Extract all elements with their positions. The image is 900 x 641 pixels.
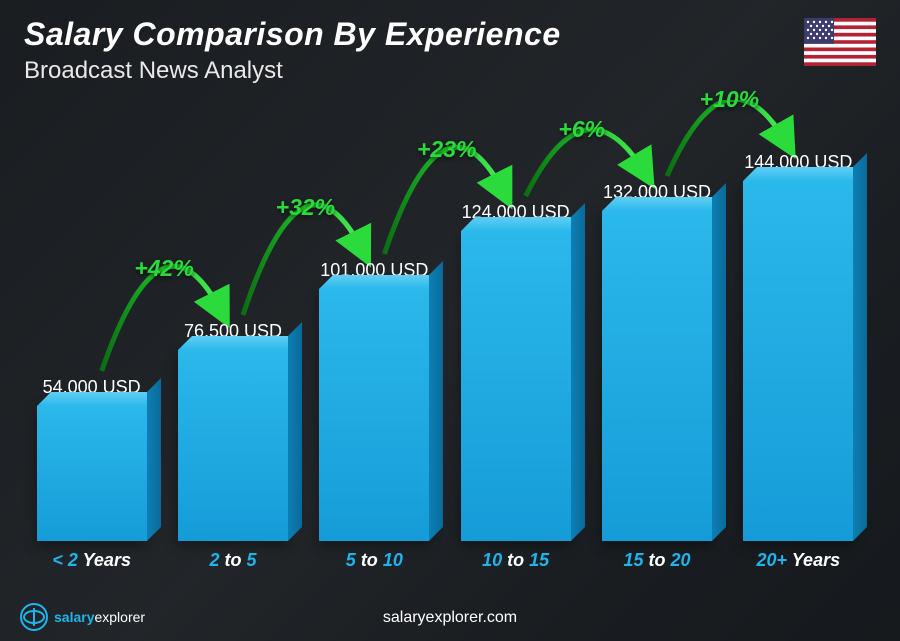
delta-label: +10% xyxy=(700,86,759,113)
xaxis-label: 15 to 20 xyxy=(595,550,718,571)
footer-url: salaryexplorer.com xyxy=(0,609,900,627)
delta-label: +23% xyxy=(417,136,476,163)
bar-group: 144,000 USD xyxy=(737,152,860,541)
bar-group: 101,000 USD xyxy=(313,260,436,541)
xaxis-label: 20+ Years xyxy=(737,550,860,571)
bar-group: 132,000 USD xyxy=(595,182,718,541)
bar xyxy=(461,231,571,541)
bar xyxy=(37,406,147,541)
xaxis-label: 10 to 15 xyxy=(454,550,577,571)
xaxis-label: < 2 Years xyxy=(30,550,153,571)
bar-group: 76,500 USD xyxy=(171,321,294,541)
xaxis-label: 2 to 5 xyxy=(171,550,294,571)
chart-title: Salary Comparison By Experience xyxy=(24,16,561,53)
bar xyxy=(178,350,288,541)
bar-container: 54,000 USD76,500 USD101,000 USD124,000 U… xyxy=(30,100,860,541)
salary-bar-chart: 54,000 USD76,500 USD101,000 USD124,000 U… xyxy=(30,100,860,571)
bar xyxy=(743,181,853,541)
delta-label: +42% xyxy=(134,255,193,282)
bar-group: 54,000 USD xyxy=(30,377,153,541)
bar-group: 124,000 USD xyxy=(454,202,577,541)
bar xyxy=(319,289,429,541)
country-flag-icon xyxy=(804,18,876,66)
header: Salary Comparison By Experience Broadcas… xyxy=(24,16,561,85)
xaxis: < 2 Years 2 to 5 5 to 10 10 to 15 15 to 20 20… xyxy=(30,550,860,571)
chart-subtitle: Broadcast News Analyst xyxy=(24,57,561,85)
delta-label: +32% xyxy=(276,194,335,221)
xaxis-label: 5 to 10 xyxy=(313,550,436,571)
delta-label: +6% xyxy=(558,116,605,143)
bar xyxy=(602,211,712,541)
